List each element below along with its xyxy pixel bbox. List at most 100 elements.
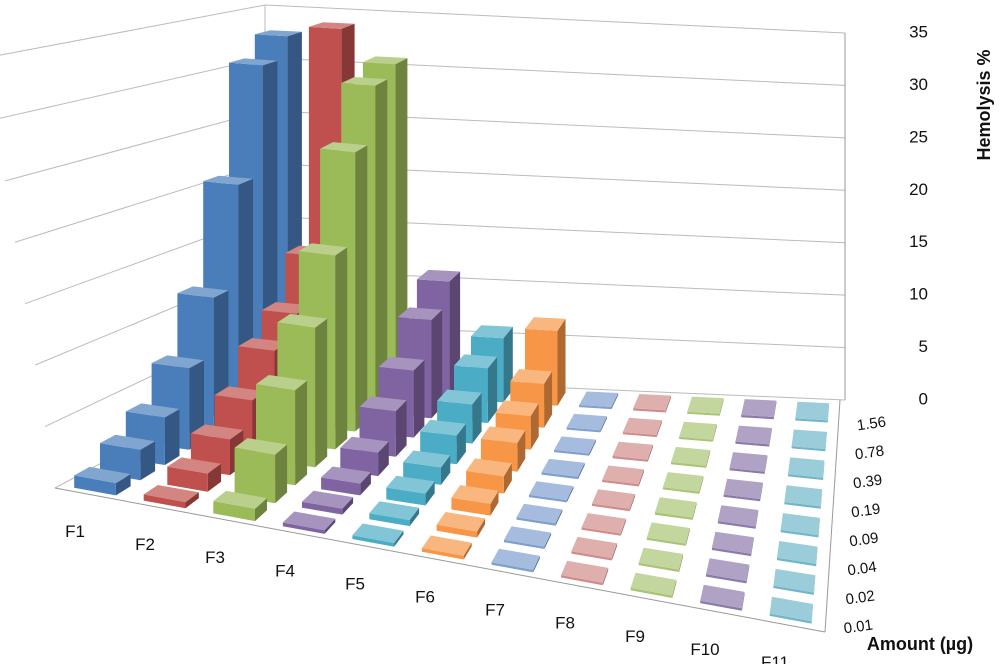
bar-side — [477, 518, 486, 538]
value-axis-label: Hemolysis % — [974, 49, 994, 160]
z-tick-label: 20 — [909, 180, 928, 199]
depth-tick-label: 0.39 — [852, 471, 883, 492]
bar-front — [571, 551, 612, 561]
bar-side — [378, 441, 389, 477]
bar-front — [654, 512, 693, 520]
bar-top — [679, 421, 717, 440]
bar-side — [712, 424, 717, 442]
bar-side — [638, 469, 644, 487]
bar — [561, 560, 609, 586]
bar — [638, 547, 684, 572]
bar-top — [646, 522, 690, 544]
bar-top — [100, 434, 156, 450]
bar-top — [256, 375, 308, 391]
bar-front — [711, 547, 751, 557]
bar-top — [143, 485, 199, 503]
bar-top — [706, 558, 750, 581]
bar — [662, 472, 704, 494]
bar — [671, 446, 711, 468]
bar-top — [298, 243, 348, 256]
bar-top — [167, 457, 222, 474]
depth-tick-label: 0.04 — [846, 558, 877, 579]
bar-top — [630, 572, 677, 596]
bar-side — [825, 431, 827, 452]
bar — [700, 584, 745, 611]
bar — [777, 541, 818, 567]
bar-side — [275, 444, 288, 504]
bar-side — [699, 476, 704, 494]
bar — [723, 478, 763, 502]
bar-front — [700, 600, 742, 611]
bar-top — [561, 560, 609, 583]
bar — [591, 489, 636, 512]
x-tick-label: F4 — [275, 561, 295, 580]
bar-top — [234, 438, 288, 455]
depth-axis-label: Amount (µg) — [867, 634, 973, 654]
bar-front — [646, 537, 686, 546]
bar — [654, 497, 697, 520]
bar — [679, 421, 717, 442]
bar-side — [620, 518, 627, 536]
bar-front — [451, 497, 491, 516]
bar — [773, 568, 816, 595]
x-tick-label: F2 — [135, 535, 155, 554]
bar-side — [189, 360, 204, 450]
bar-side — [679, 554, 684, 572]
bar-top — [213, 490, 267, 509]
bar-top — [125, 403, 180, 418]
bar-top — [735, 425, 772, 445]
bar-front — [777, 557, 817, 567]
bar-side — [395, 58, 408, 396]
grid-line — [264, 57, 846, 86]
bar-top — [741, 399, 777, 417]
bar-side — [295, 380, 308, 486]
bar-front — [421, 548, 464, 560]
bar — [630, 572, 677, 598]
bar-front — [321, 477, 361, 496]
bar-side — [315, 318, 328, 468]
bar-top — [451, 485, 499, 504]
bar — [321, 466, 371, 496]
bar-top — [403, 450, 451, 468]
bar — [646, 522, 690, 546]
bar — [541, 458, 585, 480]
bar — [516, 503, 563, 526]
bar-top — [378, 356, 425, 371]
bar — [74, 466, 131, 496]
bar-top — [229, 58, 278, 66]
bar — [784, 485, 823, 509]
bar-front — [352, 535, 395, 547]
bar-top — [261, 302, 311, 314]
bar-side — [566, 486, 574, 503]
bar-side — [741, 591, 745, 611]
x-tick-label: F8 — [555, 614, 575, 633]
bar-side — [140, 441, 156, 481]
bar-top — [203, 175, 253, 185]
bar-front — [795, 418, 828, 423]
bar-side — [719, 398, 724, 416]
bar-side — [820, 489, 823, 509]
x-tick-label: F11 — [761, 653, 789, 664]
z-tick-label: 15 — [909, 232, 928, 251]
bar-side — [746, 564, 750, 584]
bar-front — [386, 487, 426, 506]
bar — [780, 513, 820, 538]
bar-front — [769, 613, 812, 624]
bar-front — [735, 441, 770, 447]
bar — [579, 391, 619, 410]
bar-top — [308, 22, 355, 29]
bar — [571, 536, 618, 561]
bar-front — [561, 575, 603, 586]
grid-line — [264, 4, 846, 34]
bar-front — [633, 408, 666, 413]
bar-side — [456, 423, 466, 465]
bar — [633, 394, 671, 413]
bar — [602, 465, 644, 487]
bar-top — [397, 307, 443, 320]
bar-side — [425, 481, 435, 506]
bar — [491, 548, 540, 573]
z-tick-label: 0 — [919, 389, 928, 408]
bar-top — [791, 429, 827, 450]
bar — [529, 481, 574, 503]
bar-front — [662, 487, 700, 494]
